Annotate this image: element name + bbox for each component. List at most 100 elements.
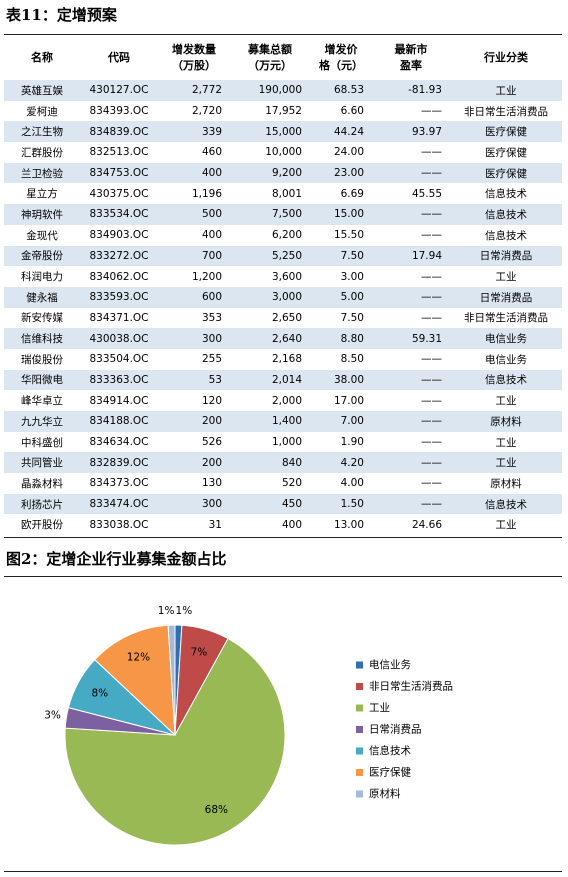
table-cell: 15.50 xyxy=(333,229,364,242)
table-cell: 300 xyxy=(158,493,230,515)
table-row: 金现代 834903.OC 400 6,200 15.50 —— 信息技术 xyxy=(4,225,562,246)
rule xyxy=(4,34,562,35)
header-text: 名称 xyxy=(31,51,53,64)
table-row: 汇群股份 832513.OC 460 10,000 24.00 —— 医疗保健 xyxy=(4,142,562,163)
header-text: （万股） xyxy=(172,59,216,72)
table-cell: 3,600 xyxy=(271,270,302,283)
pie-slice xyxy=(94,624,176,737)
column-header: 募集总额 （万元） xyxy=(230,36,310,80)
table: 名称 代码 增发数量 （万股） 募集总额 （万元） 增发价 格（元） 最新市 盈率 行业分类 英雄互… xyxy=(4,36,562,535)
table-cell: 834914.OC xyxy=(89,394,149,407)
pie-slice xyxy=(64,637,286,846)
table-cell: 2,650 xyxy=(271,311,302,324)
table-cell: 5,250 xyxy=(230,245,310,267)
table-cell: 832839.OC xyxy=(80,452,158,474)
table-row: 华阳微电 833363.OC 53 2,014 38.00 —— 信息技术 xyxy=(4,369,562,391)
table-row: 九九华立 834188.OC 200 1,400 7.00 —— 原材料 xyxy=(4,411,562,432)
legend-swatch xyxy=(356,683,363,690)
data-label: 12% xyxy=(127,651,150,663)
legend-swatch xyxy=(356,661,363,669)
header-text: 盈率 xyxy=(400,59,422,72)
table-cell: 833038.OC xyxy=(89,518,149,531)
column-header: 行业分类 xyxy=(450,36,562,80)
table-cell: 130 xyxy=(201,477,222,490)
table-cell: 833593.OC xyxy=(80,286,158,308)
table-cell: —— xyxy=(372,493,450,515)
table-cell: 兰卫检验 xyxy=(4,162,80,184)
table-cell: 英雄互娱 xyxy=(4,80,80,101)
chart-title: 图2：定增企业行业募集金额占比 xyxy=(6,550,227,568)
table-cell: 59.31 xyxy=(372,328,450,349)
table-cell: 1,000 xyxy=(271,436,302,449)
table-cell: 爱柯迪 xyxy=(26,105,58,118)
table-cell: 700 xyxy=(158,245,230,267)
header-text: 格（元） xyxy=(319,59,363,72)
table-cell: 520 xyxy=(281,477,302,490)
table-cell: 8.50 xyxy=(340,353,364,366)
table-cell: 840 xyxy=(230,452,310,474)
table-cell: 健永福 xyxy=(4,286,80,308)
legend-label: 信息技术 xyxy=(369,744,411,757)
table-cell: 7.50 xyxy=(340,311,364,324)
table-cell: 17.00 xyxy=(333,394,364,407)
table-cell: 医疗保健 xyxy=(485,146,527,159)
table-cell: 430038.OC xyxy=(80,328,158,349)
table-cell: 峰华卓立 xyxy=(21,395,63,408)
table-cell: 10,000 xyxy=(265,146,302,159)
table-cell: 金现代 xyxy=(26,229,58,242)
table-row: 神玥软件 833534.OC 500 7,500 15.00 —— 信息技术 xyxy=(4,204,562,225)
table-cell: —— xyxy=(421,353,442,366)
pie-chart: 1% 7% 68% 3% 8% 12% 1% 电信业务非日常生活消费品工业日常消费品信息技术医… xyxy=(44,605,453,846)
pie-slice xyxy=(167,624,176,736)
table-cell: 13.00 xyxy=(333,518,364,531)
table-cell: 339 xyxy=(158,121,230,143)
table-cell: 晶淼材料 xyxy=(21,477,63,490)
table-cell: 200 xyxy=(158,411,230,432)
table-cell: 1,200 xyxy=(191,270,222,283)
table-cell: 7.00 xyxy=(310,411,372,432)
table-cell: 之江生物 xyxy=(4,121,80,143)
legend-swatch xyxy=(356,769,363,776)
table-cell: 医疗保健 xyxy=(450,121,562,143)
table-cell: 工业 xyxy=(495,436,517,449)
legend-swatch xyxy=(356,726,363,733)
legend-swatch xyxy=(356,790,363,798)
table-cell: 17,952 xyxy=(265,105,302,118)
table-cell: -81.93 xyxy=(372,80,450,101)
table-cell: 工业 xyxy=(495,519,517,532)
table-cell: 神玥软件 xyxy=(4,204,80,225)
table-cell: 科润电力 xyxy=(21,271,63,284)
header-text: （万元） xyxy=(248,59,292,72)
table-cell: 45.55 xyxy=(411,187,442,200)
table-cell: 工业 xyxy=(495,271,517,284)
rule xyxy=(4,537,562,538)
table-row: 共同管业 832839.OC 200 840 4.20 —— 工业 xyxy=(4,452,562,474)
table-cell: 8,001 xyxy=(271,187,302,200)
table-cell: 68.53 xyxy=(310,80,372,101)
column-header: 增发价 格（元） xyxy=(310,36,372,80)
table-cell: 2,000 xyxy=(271,394,302,407)
table-cell: 834393.OC xyxy=(89,105,149,118)
table-cell: 833474.OC xyxy=(80,493,158,515)
table-row: 新安传媒 834371.OC 353 2,650 7.50 —— 非日常生活消费品 xyxy=(4,308,562,329)
table-cell: 7.50 xyxy=(310,245,372,267)
table-row: 峰华卓立 834914.OC 120 2,000 17.00 —— 工业 xyxy=(4,390,562,411)
table-cell: 31 xyxy=(208,518,222,531)
table-cell: 2,014 xyxy=(230,369,310,391)
table-row: 中科盛创 834634.OC 526 1,000 1.90 —— 工业 xyxy=(4,432,562,453)
table-cell: —— xyxy=(421,394,442,407)
table-cell: 430127.OC xyxy=(80,80,158,101)
table-cell: 原材料 xyxy=(450,411,562,432)
legend-label: 医疗保健 xyxy=(369,766,411,779)
table-cell: 信维科技 xyxy=(4,328,80,349)
header-text: 募集总额 xyxy=(248,43,292,56)
table-cell: 利扬芯片 xyxy=(4,493,80,515)
table-cell: 信息技术 xyxy=(450,493,562,515)
table-cell: 190,000 xyxy=(230,80,310,101)
legend-label: 日常消费品 xyxy=(369,723,422,736)
legend-label: 工业 xyxy=(369,702,390,714)
table-cell: 834753.OC xyxy=(80,162,158,184)
table-cell: 信息技术 xyxy=(485,229,527,242)
table-row: 之江生物 834839.OC 339 15,000 44.24 93.97 医疗保健 xyxy=(4,121,562,143)
legend-label: 非日常生活消费品 xyxy=(369,680,453,693)
